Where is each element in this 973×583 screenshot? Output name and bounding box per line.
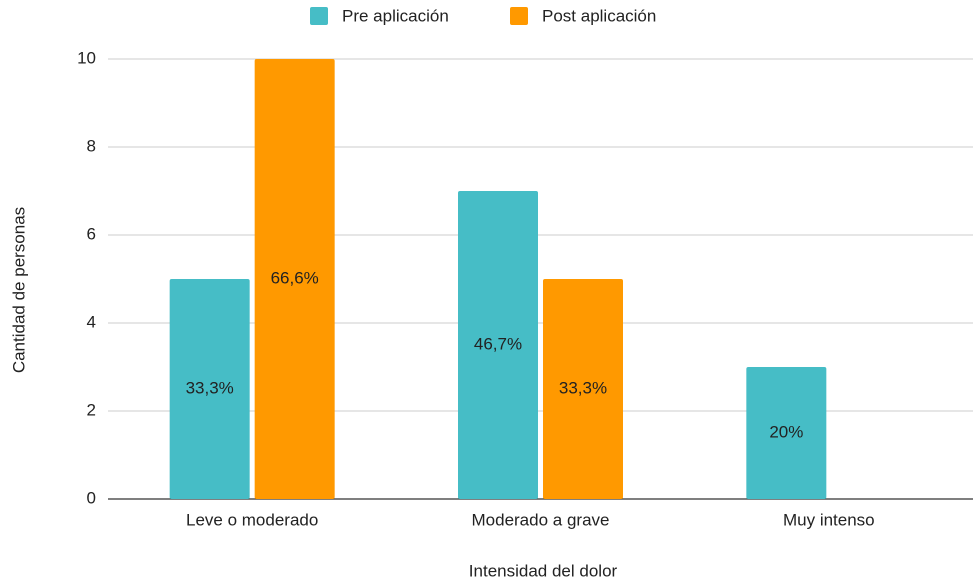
- legend-swatch: [310, 7, 328, 25]
- bar: [746, 367, 827, 499]
- legend-label: Pre aplicación: [342, 6, 449, 25]
- x-tick-label: Moderado a grave: [472, 510, 610, 529]
- y-axis-title: Cantidad de personas: [9, 207, 28, 373]
- bar: [169, 279, 250, 499]
- x-tick-label: Leve o moderado: [186, 510, 318, 529]
- x-axis-title: Intensidad del dolor: [469, 561, 618, 580]
- y-tick-label: 0: [87, 488, 96, 507]
- legend-swatch: [510, 7, 528, 25]
- x-tick-label: Muy intenso: [783, 510, 875, 529]
- y-tick-label: 6: [87, 224, 96, 243]
- data-label: 33,3%: [559, 378, 607, 397]
- y-tick-label: 4: [87, 312, 96, 331]
- bar: [543, 279, 623, 499]
- legend-label: Post aplicación: [542, 6, 656, 25]
- y-tick-label: 10: [77, 48, 96, 67]
- data-label: 20%: [769, 422, 803, 441]
- data-label: 46,7%: [474, 334, 522, 353]
- bar: [458, 191, 538, 499]
- y-tick-label: 8: [87, 136, 96, 155]
- bar: [254, 59, 335, 499]
- data-label: 66,6%: [271, 268, 319, 287]
- y-tick-label: 2: [87, 400, 96, 419]
- data-label: 33,3%: [186, 378, 234, 397]
